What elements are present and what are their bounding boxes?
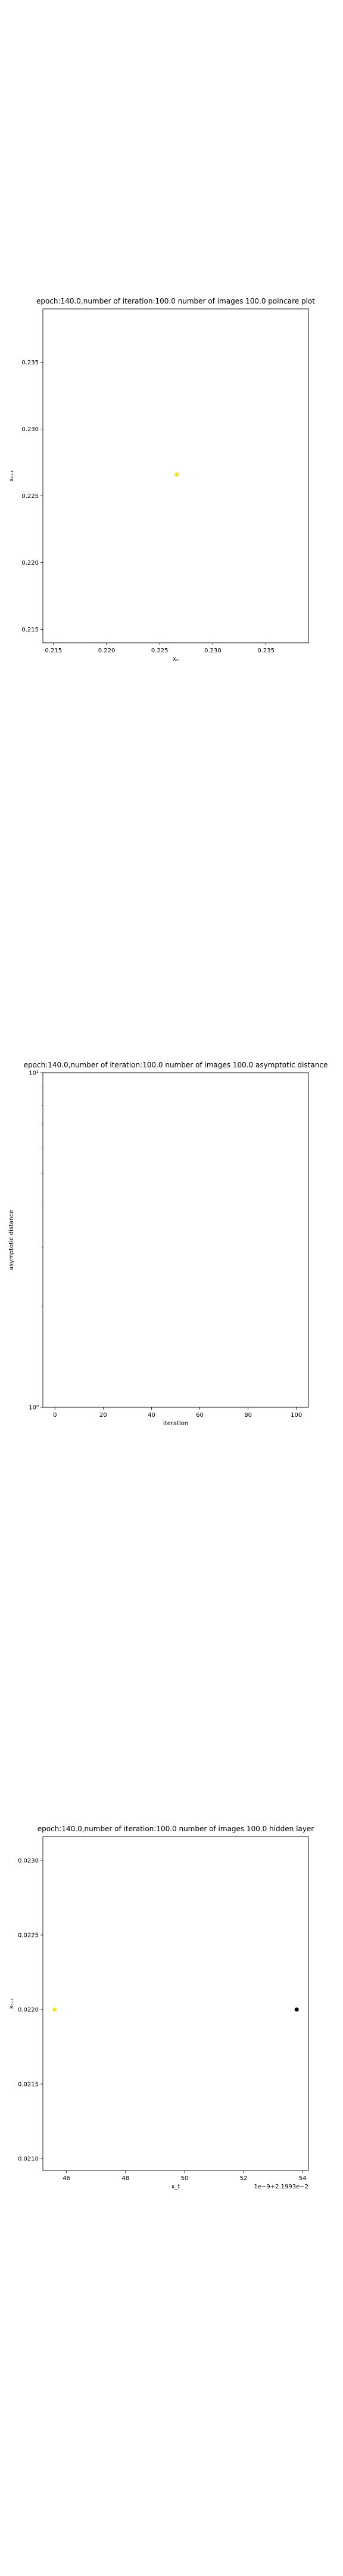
x-tick-label: 50 bbox=[180, 2175, 188, 2182]
y-axis-label: xₙ₊₁ bbox=[8, 470, 15, 481]
x-tick-label: 54 bbox=[299, 2175, 307, 2182]
y-tick-label: 10¹ bbox=[29, 1070, 39, 1077]
x-tick-label: 20 bbox=[99, 1412, 107, 1419]
y-tick-label: 0.0215 bbox=[18, 2082, 39, 2088]
axes-frame bbox=[42, 1836, 309, 2171]
data-point bbox=[174, 472, 179, 477]
chart-3: epoch:140.0,number of iteration:100.0 nu… bbox=[8, 1825, 314, 2190]
x-axis-label: x_t bbox=[172, 2184, 180, 2190]
y-tick-label: 10⁰ bbox=[29, 1405, 39, 1411]
y-tick-label: 0.215 bbox=[21, 627, 39, 633]
x-tick-label: 0 bbox=[53, 1412, 57, 1419]
x-tick-label: 80 bbox=[244, 1412, 252, 1419]
data-point bbox=[52, 2007, 57, 2012]
y-tick-label: 0.225 bbox=[21, 493, 39, 500]
axes-frame bbox=[42, 308, 309, 643]
y-tick-label: 0.0210 bbox=[18, 2156, 39, 2163]
x-axis-label: xₙ bbox=[173, 656, 179, 662]
chart-2: epoch:140.0,number of iteration:100.0 nu… bbox=[8, 1061, 328, 1427]
x-tick-label: 0.230 bbox=[204, 648, 222, 654]
x-tick-label: 100 bbox=[291, 1412, 302, 1419]
axes-frame bbox=[42, 1072, 309, 1408]
y-tick-label: 0.0225 bbox=[18, 1933, 39, 1939]
x-tick-label: 52 bbox=[240, 2175, 248, 2182]
x-axis-label: iteration bbox=[163, 1420, 188, 1427]
chart-title: epoch:140.0,number of iteration:100.0 nu… bbox=[24, 1061, 328, 1069]
y-tick-label: 0.0220 bbox=[18, 2007, 39, 2014]
x-tick-label: 0.235 bbox=[257, 648, 275, 654]
x-tick-label: 46 bbox=[63, 2175, 70, 2182]
y-axis-label: xₜ₊₁ bbox=[8, 1998, 15, 2009]
y-tick-label: 0.220 bbox=[21, 560, 39, 566]
chart-title: epoch:140.0,number of iteration:100.0 nu… bbox=[38, 1825, 314, 1833]
y-tick-label: 0.0230 bbox=[18, 1858, 39, 1865]
chart-1: epoch:140.0,number of iteration:100.0 nu… bbox=[8, 297, 315, 662]
x-tick-label: 60 bbox=[196, 1412, 204, 1419]
x-tick-label: 0.225 bbox=[151, 648, 169, 654]
x-offset-label: 1e−9+2.1993e−2 bbox=[254, 2184, 308, 2190]
data-point bbox=[294, 2007, 299, 2012]
chart-title: epoch:140.0,number of iteration:100.0 nu… bbox=[36, 297, 315, 305]
x-tick-label: 40 bbox=[148, 1412, 155, 1419]
x-tick-label: 48 bbox=[121, 2175, 129, 2182]
y-tick-label: 0.230 bbox=[21, 426, 39, 433]
y-tick-label: 0.235 bbox=[21, 360, 39, 366]
y-axis-label: asymptotic distance bbox=[8, 1210, 15, 1270]
x-tick-label: 0.220 bbox=[98, 648, 116, 654]
x-tick-label: 0.215 bbox=[45, 648, 63, 654]
